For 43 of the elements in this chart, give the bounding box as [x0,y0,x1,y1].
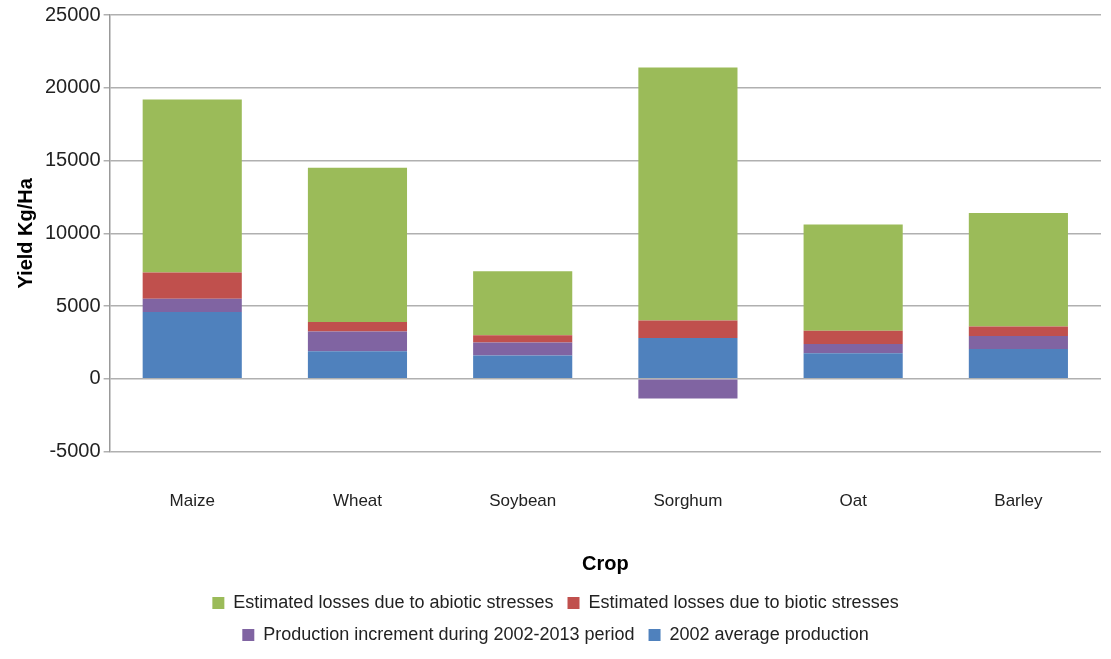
y-tick-label: 0 [89,366,101,389]
bar [473,355,573,379]
y-tick-label: 20000 [44,75,101,98]
bar [968,335,1068,349]
y-tick-label: -5000 [49,439,101,462]
bar [473,271,573,336]
x-tick-label: Oat [839,491,868,511]
bar [142,311,242,379]
legend-label: Estimated losses due to biotic stresses [588,591,899,612]
bar [638,67,738,321]
x-tick-label: Wheat [332,491,383,511]
y-tick-label: 5000 [56,293,101,316]
bar [142,298,242,312]
bar [307,331,408,352]
bar [803,343,903,354]
bar [307,351,408,379]
y-tick-label: 25000 [44,2,101,25]
bar [307,322,408,332]
bar [638,320,738,339]
bar [803,224,903,331]
y-axis-title: Yield Kg/Ha [13,177,36,289]
x-axis-title: Crop [581,551,629,574]
x-tick-label: Sorghum [653,491,723,511]
bar [638,379,738,399]
bar [968,326,1068,336]
bar [142,99,242,273]
y-tick-label: 10000 [44,220,101,243]
x-tick-label: Maize [169,491,215,511]
bar [803,330,903,344]
x-tick-label: Soybean [489,491,557,511]
legend-label: Production increment during 2002-2013 period [263,623,635,644]
bar [307,167,408,323]
bar [968,212,1068,327]
x-tick-label: Barley [994,491,1043,511]
bar [473,335,573,343]
legend-label: Estimated losses due to abiotic stresses [233,591,554,612]
bar [968,349,1068,379]
legend-label: 2002 average production [669,623,869,644]
bar [803,353,903,379]
bar [638,338,738,379]
bar [473,342,573,356]
y-tick-label: 15000 [44,148,101,171]
bar [142,272,242,299]
